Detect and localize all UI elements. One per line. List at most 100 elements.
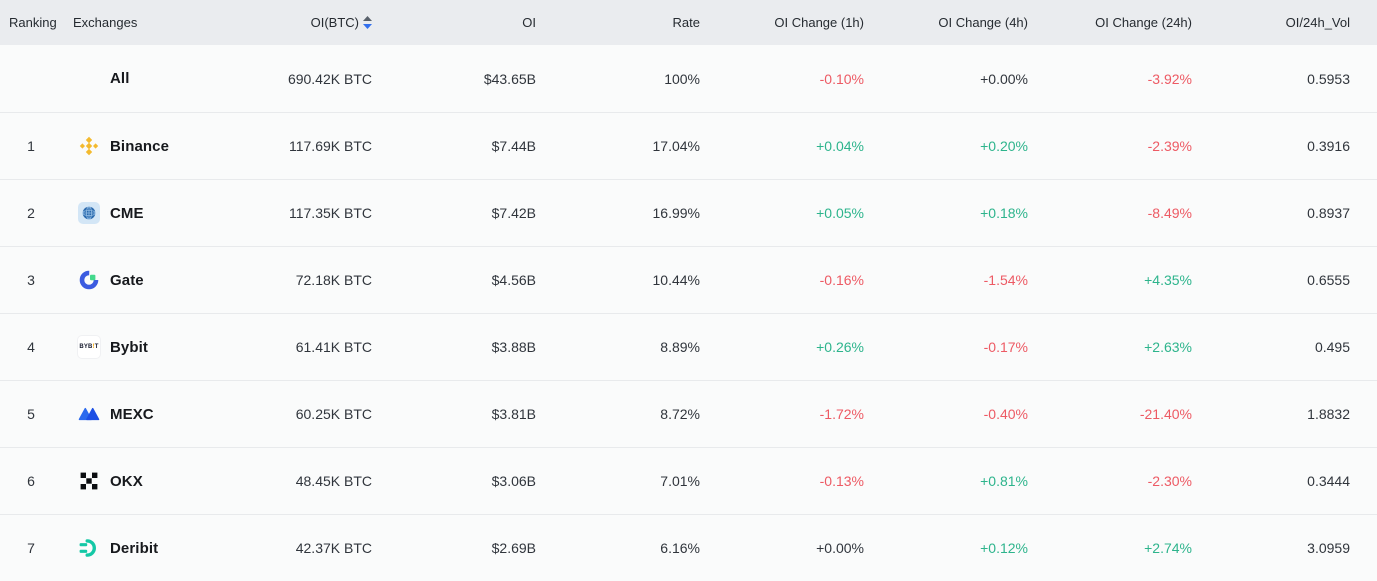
oi-vol-ratio-cell: 0.495 xyxy=(1314,339,1350,355)
oi-btc-cell: 42.37K BTC xyxy=(295,540,372,556)
oi-change-24h-cell: +2.74% xyxy=(1144,540,1192,556)
exchange-name: Gate xyxy=(110,271,144,289)
oi-btc-cell: 48.45K BTC xyxy=(295,473,372,489)
oi-btc-cell: 60.25K BTC xyxy=(295,406,372,422)
oi-vol-ratio-cell: 0.3916 xyxy=(1307,138,1350,154)
table-row-bybit: 4 BYB!T Bybit 61.41K BTC $3.88B 8.89% +0… xyxy=(0,313,1377,380)
oi-vol-ratio-cell: 1.8832 xyxy=(1307,406,1350,422)
exchange-cell[interactable]: Gate xyxy=(62,269,208,291)
column-header-exchanges: Exchanges xyxy=(73,15,138,30)
rate-cell: 10.44% xyxy=(652,272,700,288)
oi-change-1h-cell: +0.05% xyxy=(816,205,864,221)
rate-cell: 7.01% xyxy=(660,473,700,489)
oi-usd-cell: $2.69B xyxy=(491,540,536,556)
rate-cell: 16.99% xyxy=(652,205,700,221)
column-header-oi: OI xyxy=(522,15,536,30)
oi-change-1h-cell: -1.72% xyxy=(819,406,864,422)
exchange-name: MEXC xyxy=(110,405,154,423)
oi-usd-cell: $7.42B xyxy=(491,205,536,221)
oi-vol-ratio-cell: 0.6555 xyxy=(1307,272,1350,288)
exchange-name: Bybit xyxy=(110,338,148,356)
exchange-cell[interactable]: All xyxy=(62,68,208,90)
oi-change-1h-cell: +0.04% xyxy=(816,138,864,154)
oi-change-24h-cell: -8.49% xyxy=(1147,205,1192,221)
exchange-cell[interactable]: BYB!T Bybit xyxy=(62,336,208,358)
ranking-cell: 7 xyxy=(27,540,35,556)
oi-change-24h-cell: -21.40% xyxy=(1139,406,1192,422)
bybit-logo-icon: BYB!T xyxy=(78,336,100,358)
ranking-cell: 5 xyxy=(27,406,35,422)
column-header-oi-change-1h: OI Change (1h) xyxy=(774,15,864,30)
table-row-binance: 1 Binance 117.69K BTC $7.44B 17.04% +0.0… xyxy=(0,112,1377,179)
oi-change-4h-cell: +0.81% xyxy=(980,473,1028,489)
oi-change-1h-cell: +0.26% xyxy=(816,339,864,355)
oi-change-24h-cell: +4.35% xyxy=(1144,272,1192,288)
oi-change-24h-cell: -2.39% xyxy=(1147,138,1192,154)
column-header-oi-change-4h: OI Change (4h) xyxy=(938,15,1028,30)
oi-btc-cell: 117.35K BTC xyxy=(288,205,372,221)
column-header-oi-btc-label: OI(BTC) xyxy=(310,15,359,30)
exchange-name: CME xyxy=(110,204,144,222)
exchange-cell[interactable]: CME xyxy=(62,202,208,224)
oi-vol-ratio-cell: 0.5953 xyxy=(1307,70,1350,87)
oi-usd-cell: $7.44B xyxy=(491,138,536,154)
oi-btc-cell: 61.41K BTC xyxy=(295,339,372,355)
table-row-gate: 3 Gate 72.18K BTC $4.56B 10.44% -0.16% -… xyxy=(0,246,1377,313)
rate-cell: 17.04% xyxy=(652,138,700,154)
rate-cell: 8.89% xyxy=(660,339,700,355)
oi-vol-ratio-cell: 0.3444 xyxy=(1307,473,1350,489)
deribit-logo-icon xyxy=(78,537,100,559)
rate-cell: 6.16% xyxy=(660,540,700,556)
table-row-deribit: 7 Deribit 42.37K BTC $2.69B 6.16% +0.00%… xyxy=(0,514,1377,581)
oi-change-4h-cell: -1.54% xyxy=(983,272,1028,288)
exchange-name: OKX xyxy=(110,472,143,490)
ranking-cell: 1 xyxy=(27,138,35,154)
exchange-name: Deribit xyxy=(110,539,159,557)
oi-change-24h-cell: +2.63% xyxy=(1144,339,1192,355)
column-header-rate: Rate xyxy=(672,15,700,30)
oi-change-4h-cell: -0.40% xyxy=(983,406,1028,422)
oi-change-4h-cell: +0.18% xyxy=(980,205,1028,221)
table-header: Ranking Exchanges OI(BTC) OI Rate OI Cha… xyxy=(0,0,1377,45)
column-header-oi-24h-vol: OI/24h_Vol xyxy=(1285,15,1350,30)
oi-usd-cell: $3.81B xyxy=(491,406,536,422)
table-row-all: All 690.42K BTC $43.65B 100% -0.10% +0.0… xyxy=(0,45,1377,112)
table-row-mexc: 5 MEXC 60.25K BTC $3.81B 8.72% -1.72% -0… xyxy=(0,380,1377,447)
binance-logo-icon xyxy=(78,135,100,157)
exchange-cell[interactable]: Deribit xyxy=(62,537,208,559)
oi-btc-cell: 690.42K BTC xyxy=(287,70,372,87)
column-header-ranking: Ranking xyxy=(9,15,57,30)
column-header-oi-change-24h: OI Change (24h) xyxy=(1095,15,1192,30)
oi-change-1h-cell: -0.16% xyxy=(819,272,864,288)
ranking-cell: 2 xyxy=(27,205,35,221)
exchange-name: All xyxy=(110,70,130,87)
table-row-cme: 2 CME 117.35K BTC $7.42B 16.99% +0.05% +… xyxy=(0,179,1377,246)
oi-change-4h-cell: -0.17% xyxy=(983,339,1028,355)
okx-logo-icon xyxy=(78,470,100,492)
oi-usd-cell: $43.65B xyxy=(483,70,536,87)
rate-cell: 100% xyxy=(664,70,700,87)
exchange-cell[interactable]: MEXC xyxy=(62,403,208,425)
ranking-cell: 6 xyxy=(27,473,35,489)
ranking-cell: 4 xyxy=(27,339,35,355)
exchange-cell[interactable]: OKX xyxy=(62,470,208,492)
oi-vol-ratio-cell: 3.0959 xyxy=(1307,540,1350,556)
sort-arrows-icon[interactable] xyxy=(363,16,372,29)
mexc-logo-icon xyxy=(78,403,100,425)
exchange-cell[interactable]: Binance xyxy=(62,135,208,157)
oi-vol-ratio-cell: 0.8937 xyxy=(1307,205,1350,221)
oi-btc-cell: 72.18K BTC xyxy=(295,272,372,288)
rate-cell: 8.72% xyxy=(660,406,700,422)
oi-change-24h-cell: -3.92% xyxy=(1147,70,1192,87)
oi-change-1h-cell: +0.00% xyxy=(816,540,864,556)
oi-change-1h-cell: -0.13% xyxy=(819,473,864,489)
cme-logo-icon xyxy=(78,202,100,224)
oi-btc-cell: 117.69K BTC xyxy=(288,138,372,154)
oi-change-4h-cell: +0.00% xyxy=(980,70,1028,87)
column-header-oi-btc[interactable]: OI(BTC) xyxy=(208,15,372,30)
oi-usd-cell: $3.06B xyxy=(491,473,536,489)
oi-usd-cell: $3.88B xyxy=(491,339,536,355)
oi-change-4h-cell: +0.20% xyxy=(980,138,1028,154)
table-row-okx: 6 OKX 48.45K BTC $3.06B 7.01% -0.13% +0.… xyxy=(0,447,1377,514)
